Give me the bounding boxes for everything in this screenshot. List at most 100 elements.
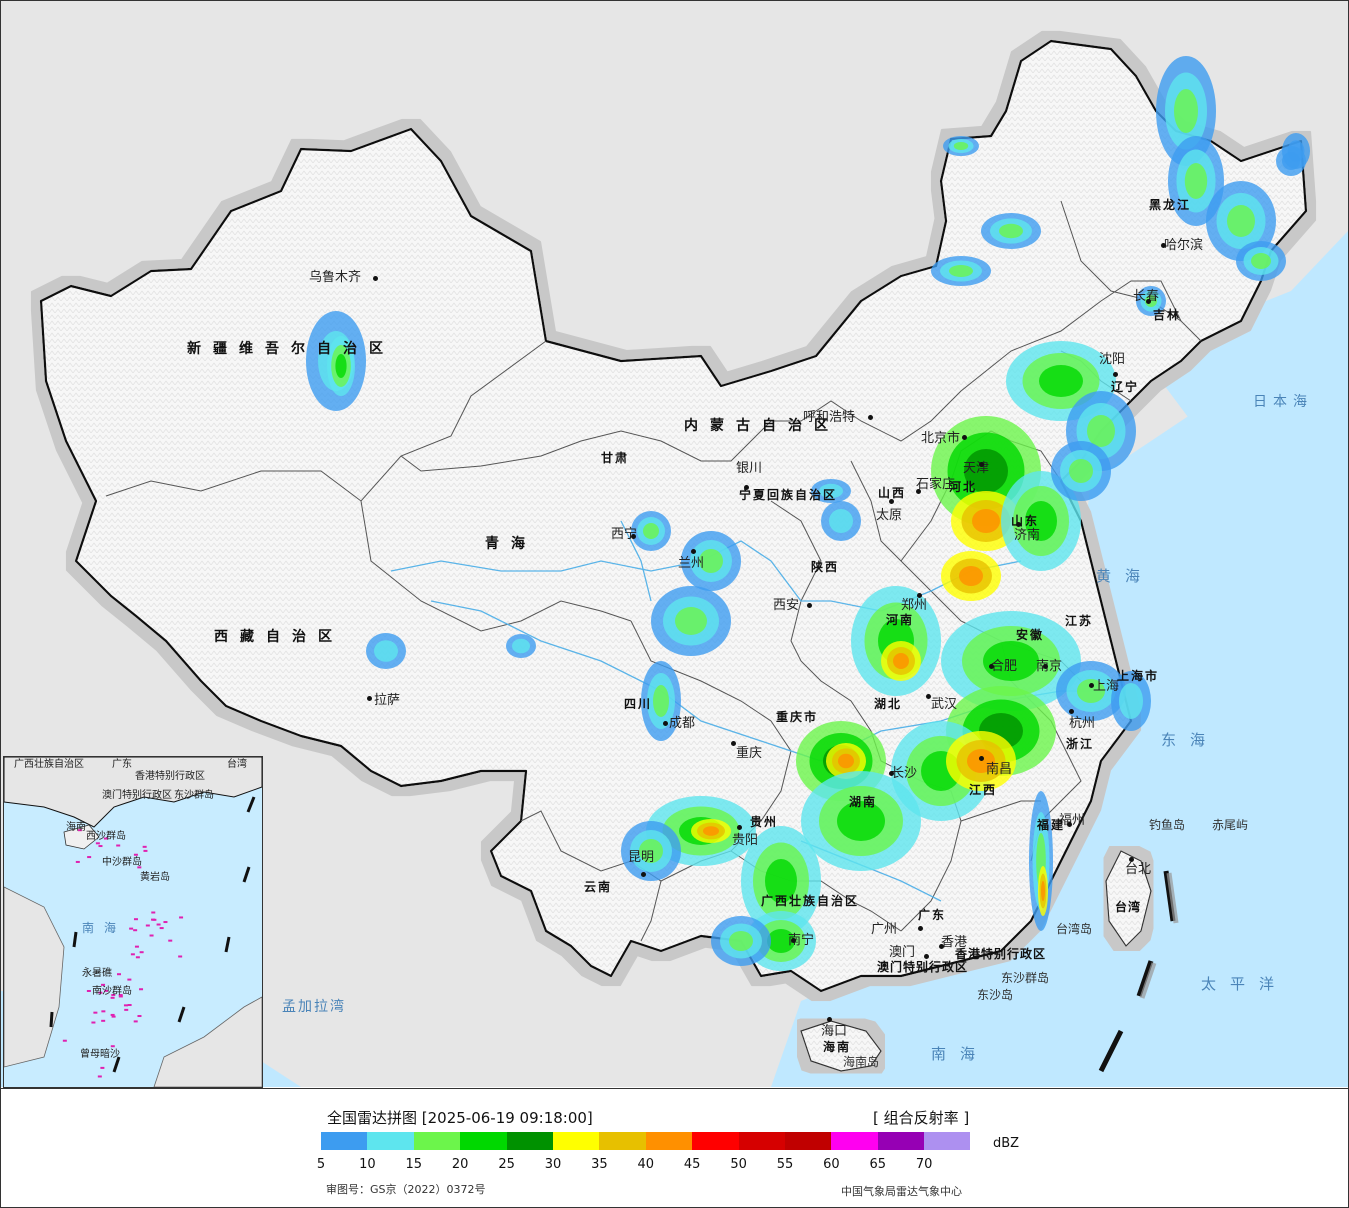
city-marker [889, 499, 894, 504]
city-label: 长沙 [891, 766, 918, 781]
province-label: 江西 [969, 783, 998, 797]
reef-marker [75, 860, 80, 863]
city-marker [1146, 299, 1151, 304]
mosaic-title: 全国雷达拼图 [2025-06-19 09:18:00] [327, 1109, 593, 1127]
reef-marker [103, 837, 108, 840]
echo-blob [893, 653, 909, 669]
reef-marker [77, 829, 82, 832]
city-label: 西宁 [611, 527, 638, 542]
inset-label: 澳门特别行政区 [102, 790, 172, 801]
scale-tick-label: 30 [544, 1157, 562, 1172]
city-label: 西安 [773, 598, 800, 613]
color-scale [321, 1132, 971, 1150]
reef-marker [179, 916, 184, 919]
island-label: 台湾岛 [1056, 922, 1093, 936]
city-label: 南宁 [788, 933, 815, 948]
city-marker [691, 549, 696, 554]
scale-swatch [321, 1132, 368, 1150]
province-label: 山西 [878, 486, 907, 500]
city-marker [962, 435, 967, 440]
reef-marker [159, 927, 164, 930]
echo-blob [1227, 205, 1255, 237]
echo-blob [1184, 163, 1208, 199]
city-marker [791, 938, 796, 943]
city-marker [1161, 243, 1166, 248]
province-label: 贵州 [750, 815, 779, 829]
scale-swatch [367, 1132, 414, 1150]
city-label: 澳门 [889, 945, 916, 960]
province-label: 江苏 [1065, 614, 1094, 628]
reef-marker [110, 1045, 115, 1048]
inset-label: 西沙群岛 [86, 831, 126, 842]
echo-blob [1039, 365, 1083, 397]
echo-blob [653, 685, 669, 717]
inset-label: 黄岩岛 [140, 872, 170, 883]
city-marker [924, 954, 929, 959]
city-marker [1113, 372, 1118, 377]
sea-label: 太平洋 [1201, 975, 1289, 993]
province-label: 宁夏回族自治区 [739, 488, 838, 502]
city-marker [1016, 522, 1021, 527]
city-marker [737, 825, 742, 830]
reef-marker [151, 911, 156, 914]
echo-blob [335, 354, 347, 378]
echo-blob [1077, 679, 1105, 703]
city-label: 武汉 [931, 697, 958, 712]
reef-marker [101, 1019, 106, 1022]
island-label: 赤尾屿 [1212, 818, 1249, 832]
echo-blob [1041, 881, 1045, 901]
reef-marker [97, 1075, 102, 1078]
province-label: 湖北 [874, 697, 903, 711]
reef-marker [134, 945, 139, 948]
agency-name: 中国气象局雷达气象中心 [841, 1185, 962, 1198]
city-marker [373, 276, 378, 281]
reef-marker [62, 1039, 67, 1042]
reef-marker [145, 924, 150, 927]
province-label: 湖南 [849, 795, 878, 809]
scale-swatch [599, 1132, 646, 1150]
province-label: 香港特别行政区 [955, 947, 1047, 961]
reef-marker [118, 995, 123, 998]
echo-blob [819, 483, 843, 499]
city-label: 昆明 [628, 850, 655, 865]
city-marker [868, 415, 873, 420]
echo-blob [972, 509, 1000, 533]
reef-marker [139, 988, 144, 991]
reef-marker [116, 973, 121, 976]
province-label: 台湾 [1115, 900, 1142, 914]
inset-label: 永暑礁 [82, 968, 112, 979]
sea-japan [1161, 231, 1348, 431]
reef-marker [152, 918, 157, 921]
city-label: 石家庄 [916, 477, 956, 492]
city-marker [807, 603, 812, 608]
scale-swatch [924, 1132, 971, 1150]
inset-label: 广东 [112, 759, 132, 770]
province-label: 西藏自治区 [214, 629, 344, 645]
city-label: 海口 [821, 1024, 848, 1039]
reef-marker [142, 845, 147, 848]
city-marker [744, 485, 749, 490]
city-marker [1129, 857, 1134, 862]
reef-marker [101, 1010, 106, 1013]
inset-label: 南沙群岛 [92, 986, 132, 997]
reef-marker [93, 1011, 98, 1014]
echo-blob [959, 566, 983, 586]
reef-marker [95, 842, 100, 845]
scale-tick-label: 60 [823, 1157, 840, 1172]
province-label: 安徽 [1016, 628, 1045, 642]
scale-tick-label: 40 [637, 1157, 655, 1172]
province-label: 广西壮族自治区 [761, 894, 860, 908]
reef-marker [98, 991, 103, 994]
inset-label: 香港特别行政区 [135, 771, 205, 782]
reef-marker [133, 929, 138, 932]
city-marker [1043, 664, 1048, 669]
unit-label: dBZ [993, 1136, 1020, 1151]
city-label: 合肥 [991, 659, 1018, 674]
province-label: 吉林 [1153, 308, 1182, 322]
radar-echoes [306, 56, 1310, 971]
city-marker [367, 696, 372, 701]
reef-marker [130, 953, 135, 956]
scale-swatch [877, 1132, 925, 1150]
reef-marker [133, 1020, 138, 1023]
scale-tick-label: 25 [498, 1157, 515, 1172]
